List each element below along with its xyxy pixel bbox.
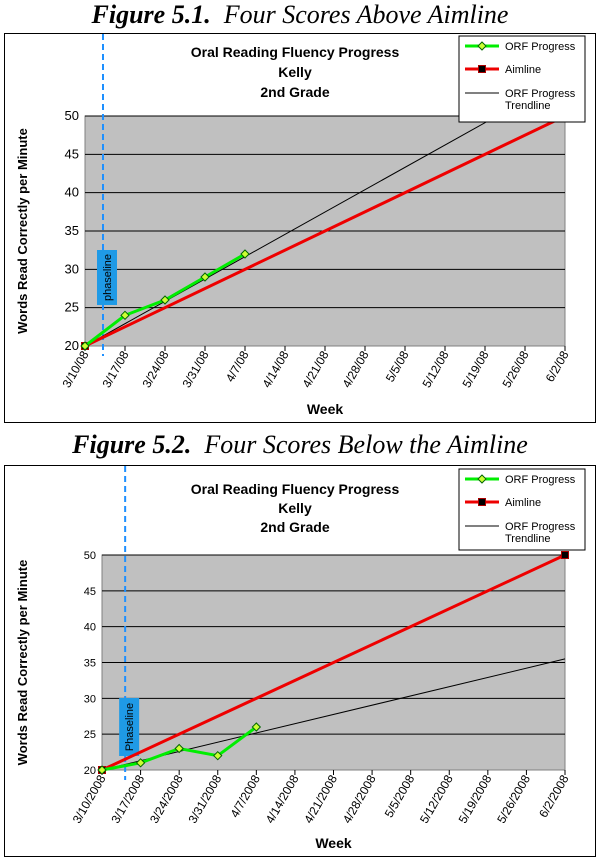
legend-label: Aimline [505,497,541,509]
orf-progress-point [174,743,184,754]
orf-progress-point [251,722,262,732]
chart-title: Oral Reading Fluency Progress [191,44,400,60]
y-tick-label: 25 [65,300,79,315]
legend-label-continued: Trendline [505,100,550,112]
y-axis-label: Words Read Correctly per Minute [15,560,30,766]
orf-progress-point [240,249,250,259]
y-tick-label: 40 [65,185,79,200]
legend-box [458,468,586,551]
chart-subtitle-name: Kelly [278,500,312,516]
orf-progress-point [80,341,90,351]
legend-box [458,35,586,123]
y-tick-label: 45 [84,586,96,598]
legend-label: Aimline [505,64,541,76]
legend-label-continued: Trendline [505,533,550,545]
x-tick-label: 5/19/2008 [456,772,495,826]
phaseline-label: Phaseline [124,703,136,751]
y-tick-label: 50 [84,550,96,562]
x-tick-label: 4/7/2008 [227,772,263,820]
x-tick-label: 5/12/2008 [417,772,456,826]
orf-progress-point [160,295,170,305]
legend-label: ORF Progress [505,88,576,100]
y-tick-label: 40 [84,622,96,634]
series-line-aimline [84,114,566,348]
chart-title: Oral Reading Fluency Progress [191,481,400,497]
x-tick-label: 5/26/2008 [494,772,533,826]
x-axis-label: Week [307,401,344,417]
chart-subtitle-name: Kelly [278,64,312,80]
y-tick-label: 45 [65,146,79,161]
y-tick-label: 30 [65,261,79,276]
figure-2-chart: Oral Reading Fluency Progress Kelly 2nd Gr… [15,466,586,851]
phaseline-label: phaseline [102,254,114,301]
x-tick-label: 3/31/2008 [186,772,225,826]
orf-progress-point [213,750,223,761]
x-tick-label: 4/14/2008 [263,772,302,826]
x-tick-label: 5/5/2008 [382,772,418,820]
figure-1-caption-label: Figure 5.1. [91,0,211,29]
y-tick-label: 35 [84,658,96,670]
x-tick-label: 3/17/2008 [108,772,147,826]
chart-subtitle-grade: 2nd Grade [260,519,329,535]
legend-marker [477,41,487,51]
orf-progress-point [120,310,130,321]
x-tick-label: 3/31/08 [179,348,211,390]
x-tick-label: 4/21/08 [299,348,331,390]
aimline-point [561,551,569,559]
orf-progress-point [200,272,210,282]
y-axis-label: Words Read Correctly per Minute [15,128,30,334]
phaseline-label-box [119,698,140,756]
figure-2-chart-box: Oral Reading Fluency Progress Kelly 2nd Gr… [4,465,596,857]
y-tick-label: 20 [84,765,96,777]
figure-2-caption-label: Figure 5.2. [72,430,192,459]
x-tick-label: 3/24/08 [139,348,171,390]
x-tick-label: 3/24/2008 [147,772,186,826]
figure-1-caption-title: Four Scores Above Aimline [223,0,509,29]
x-tick-label: 6/2/08 [543,348,572,384]
figure-1-caption: Figure 5.1. Four Scores Above Aimline [0,0,600,30]
x-tick-label: 3/10/08 [59,348,91,390]
figure-1-chart-box: Oral Reading Fluency Progress Kelly 2nd Gr… [4,33,596,423]
x-tick-label: 4/21/2008 [301,772,340,826]
y-tick-label: 35 [65,223,79,238]
legend-label: ORF Progress [505,41,576,53]
x-tick-label: 5/5/08 [383,348,412,384]
y-tick-label: 30 [84,693,96,705]
x-tick-label: 5/26/08 [499,348,531,390]
x-tick-label: 3/10/2008 [70,772,109,826]
legend-label: ORF Progress [505,474,576,486]
legend-label: ORF Progress [505,521,576,533]
x-tick-label: 5/12/08 [419,348,451,390]
chart-subtitle-grade: 2nd Grade [260,84,329,100]
x-tick-label: 5/19/08 [459,348,491,390]
legend-marker [477,474,487,484]
x-tick-label: 6/2/2008 [536,772,572,820]
y-tick-label: 50 [65,108,79,123]
legend-marker [478,498,486,506]
figure-1-chart: Oral Reading Fluency Progress Kelly 2nd Gr… [15,34,586,417]
x-tick-label: 3/17/08 [99,348,131,390]
orf-progress-point [135,758,146,768]
x-tick-label: 4/28/08 [339,348,371,390]
orf-progress-point [97,765,107,775]
figure-2-caption: Figure 5.2. Four Scores Below the Aimlin… [0,430,600,460]
x-tick-label: 4/14/08 [259,348,291,390]
x-tick-label: 4/28/2008 [340,772,379,826]
x-tick-label: 4/7/08 [223,348,252,384]
legend-marker [478,65,486,73]
series-line-aimline [101,553,566,772]
series-line-orf-progress-trendline [84,115,498,347]
phaseline-label-box [97,250,117,305]
x-axis-label: Week [315,835,352,851]
y-tick-label: 20 [65,338,79,353]
y-tick-label: 25 [84,729,96,741]
figure-2-caption-title: Four Scores Below the Aimline [204,430,528,459]
